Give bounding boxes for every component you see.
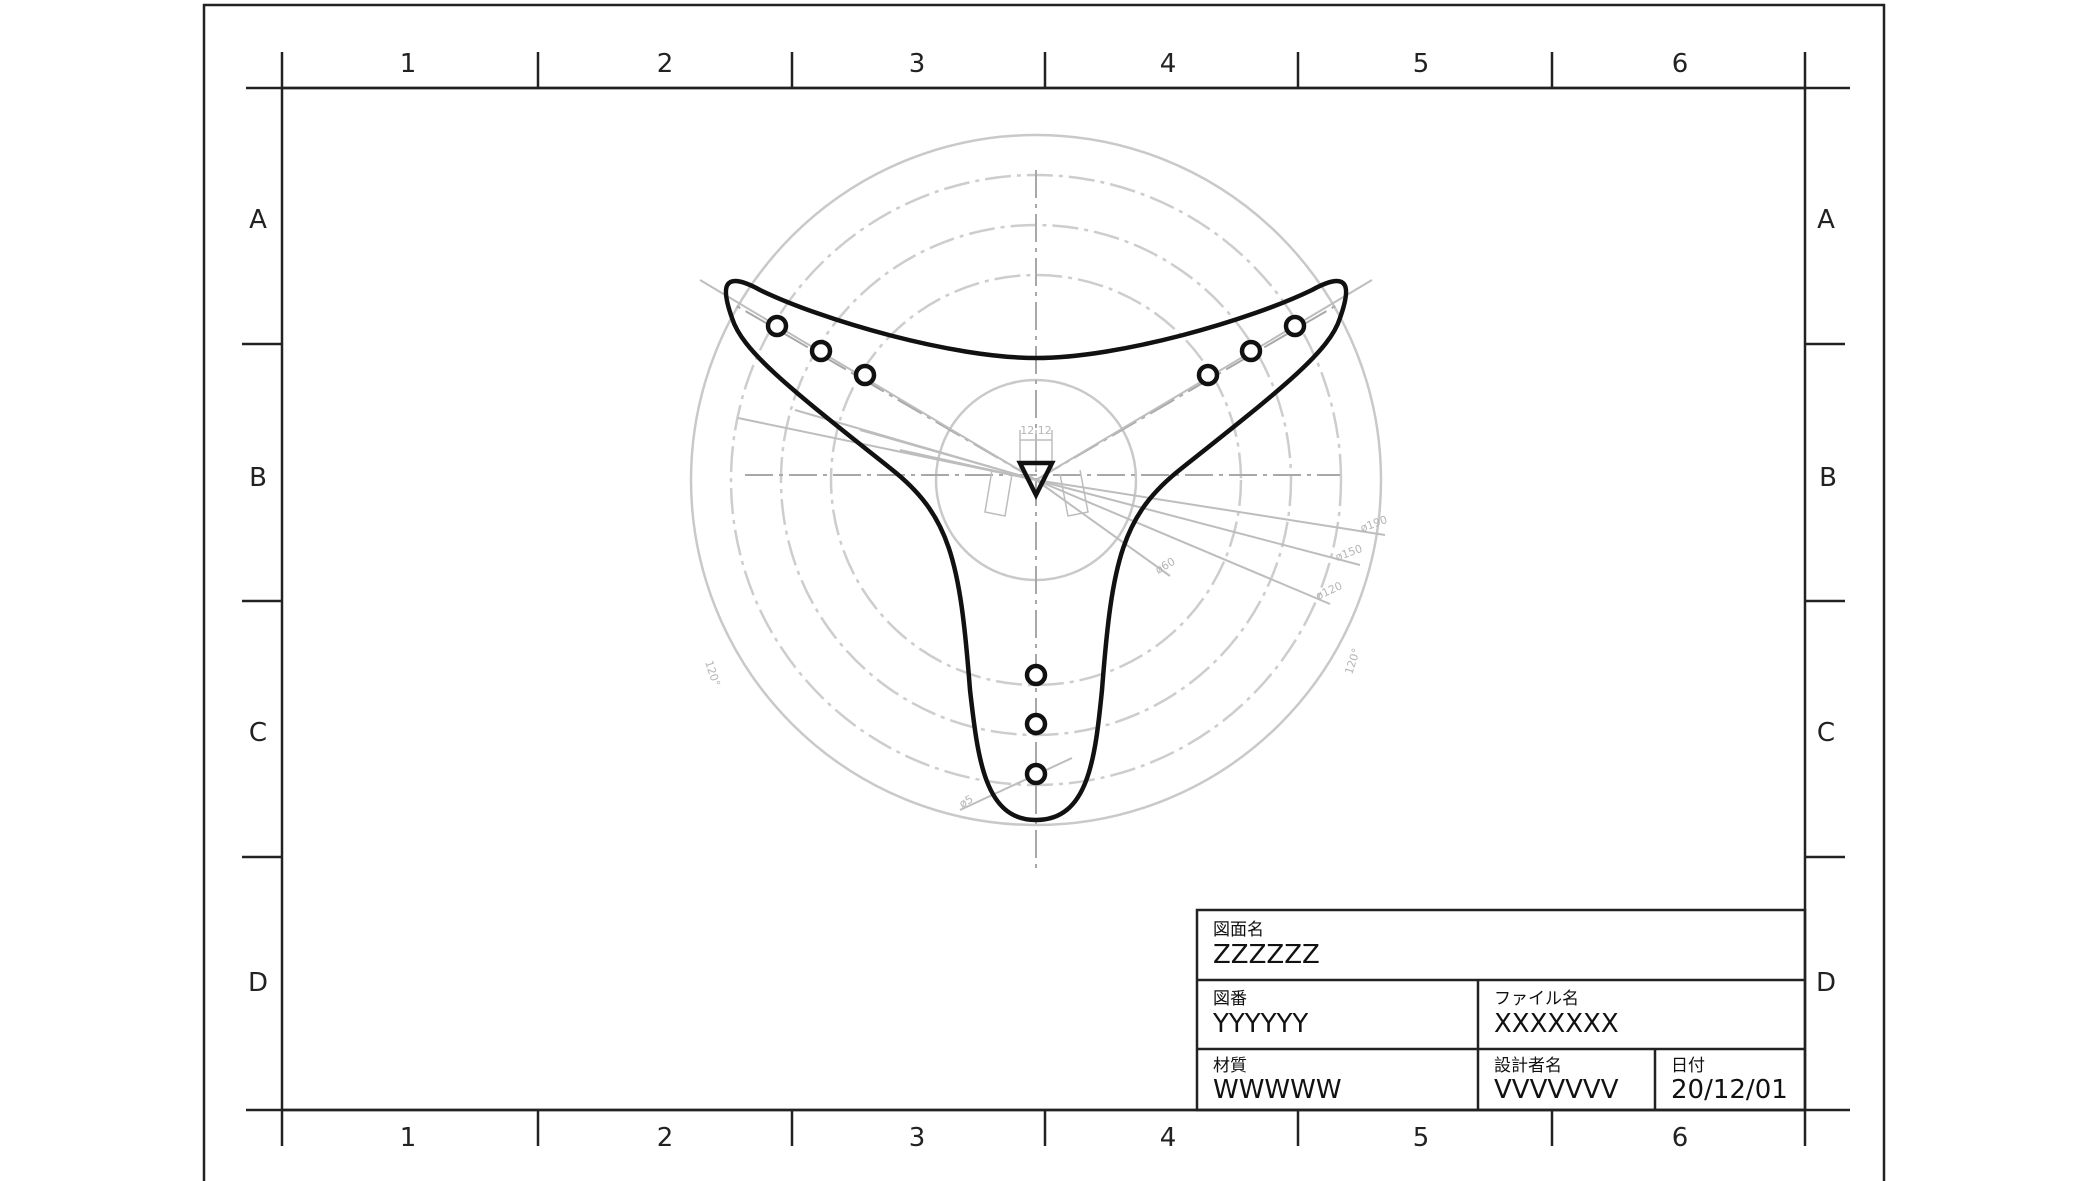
drawing-number-value: YYYYYY <box>1212 1009 1308 1039</box>
designer-value: VVVVVVV <box>1494 1075 1619 1105</box>
column-labels-bottom: 1 2 3 4 5 6 <box>400 1123 1689 1153</box>
center-width-label: 12 12 <box>1020 424 1052 437</box>
angle-label-left: 120° <box>702 659 723 688</box>
row-label: B <box>1819 463 1837 493</box>
column-label: 2 <box>657 1123 674 1153</box>
row-label: B <box>249 463 267 493</box>
column-label: 1 <box>400 49 417 79</box>
column-label: 4 <box>1160 1123 1177 1153</box>
mounting-hole <box>853 363 877 387</box>
mounting-hole <box>809 339 833 363</box>
row-label: C <box>249 718 267 748</box>
date-caption: 日付 <box>1671 1056 1705 1076</box>
construction-circle-outer <box>689 133 1383 827</box>
leader-190 <box>1035 479 1386 536</box>
diameter-label-120: ø120 <box>1314 579 1345 603</box>
center-angle-brackets <box>984 469 1089 517</box>
row-label: A <box>249 205 267 235</box>
title-block-frame <box>1195 908 1807 1112</box>
mounting-hole <box>1024 712 1048 736</box>
angle-label-right: 120° <box>1342 647 1363 676</box>
mounting-hole <box>1024 663 1048 687</box>
drawing-frame <box>280 86 1807 1112</box>
leader-120 <box>1035 479 1331 605</box>
center-triangle-mark <box>1016 460 1056 501</box>
leader-60 <box>1035 479 1171 577</box>
column-label: 1 <box>400 1123 417 1153</box>
row-labels-right: A B C D <box>1816 205 1837 998</box>
column-label: 5 <box>1413 1123 1430 1153</box>
column-label: 4 <box>1160 49 1177 79</box>
mounting-hole <box>1196 363 1220 387</box>
row-label: D <box>1816 968 1836 998</box>
designer-caption: 設計者名 <box>1494 1056 1562 1076</box>
column-label: 3 <box>909 1123 926 1153</box>
row-labels-left: A B C D <box>248 205 268 998</box>
drawing-name-value: ZZZZZZ <box>1213 940 1320 970</box>
mounting-hole <box>1283 314 1307 338</box>
leader-left-3 <box>859 429 1037 481</box>
leader-left-4 <box>899 449 1037 481</box>
leader-hole <box>959 757 1073 811</box>
material-caption: 材質 <box>1213 1056 1247 1076</box>
leader-150 <box>1035 479 1361 566</box>
column-label: 3 <box>909 49 926 79</box>
file-name-caption: ファイル名 <box>1494 989 1579 1009</box>
part-drawing: 12 12 ø190 ø150 ø120 ø60 120° 120° ø5 <box>689 133 1390 868</box>
drawing-number-caption: 図番 <box>1213 989 1247 1009</box>
column-label: 6 <box>1672 1123 1689 1153</box>
mounting-hole <box>1239 339 1263 363</box>
sheet-outer-border <box>202 3 1886 1181</box>
column-label: 5 <box>1413 49 1430 79</box>
zone-ticks <box>242 52 1850 1146</box>
file-name-value: XXXXXXX <box>1494 1009 1619 1039</box>
construction-circle-120 <box>829 273 1243 687</box>
bracket-outline <box>723 278 1349 823</box>
title-block <box>1195 908 1807 1112</box>
diameter-label-190: ø190 <box>1359 513 1390 535</box>
row-label: D <box>248 968 268 998</box>
column-label: 6 <box>1672 49 1689 79</box>
column-label: 2 <box>657 49 674 79</box>
date-value: 20/12/01 <box>1671 1075 1788 1105</box>
row-label: A <box>1817 205 1835 235</box>
hole-diameter-label: ø5 <box>957 792 975 810</box>
diameter-label-150: ø150 <box>1334 542 1365 564</box>
mounting-hole <box>1024 762 1048 786</box>
mounting-holes <box>765 314 1307 786</box>
drawing-name-caption: 図面名 <box>1213 920 1264 940</box>
material-value: WWWWW <box>1213 1075 1342 1105</box>
row-label: C <box>1817 718 1835 748</box>
column-labels-top: 1 2 3 4 5 6 <box>400 49 1689 79</box>
mounting-hole <box>765 314 789 338</box>
